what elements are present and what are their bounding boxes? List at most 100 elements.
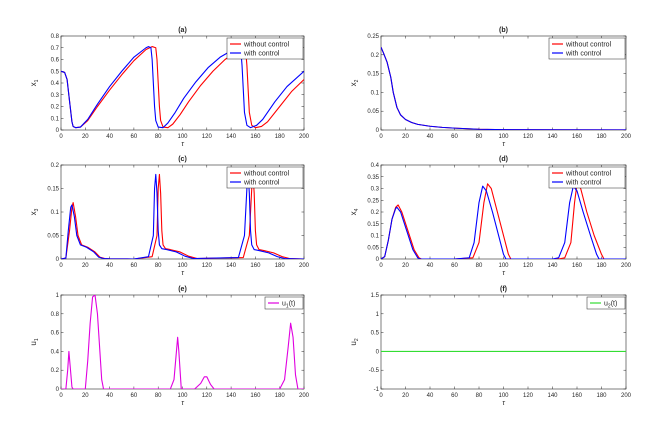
y-tick-label: 0.7 [51, 46, 60, 52]
panel-label: (d) [499, 156, 508, 163]
x-tick-label: 200 [299, 393, 310, 399]
series-line-with-control [61, 46, 304, 129]
x-tick-label: 100 [177, 263, 188, 269]
y-tick-label: 0.6 [51, 58, 60, 64]
legend-box [226, 37, 304, 60]
x-tick-label: 120 [523, 263, 534, 269]
series-group [61, 46, 304, 129]
x-tick-label: 40 [427, 263, 434, 269]
x-tick-label: 60 [451, 134, 458, 140]
y-tick-label: 0.1 [51, 210, 60, 216]
y-tick-label: 0.2 [51, 105, 60, 111]
x-tick-label: 160 [572, 393, 583, 399]
series-line-with-control [381, 47, 626, 130]
y-tick-label: 0.25 [367, 34, 379, 40]
x-tick-label: 200 [621, 263, 632, 269]
x-tick-label: 40 [106, 393, 113, 399]
y-tick-label: 0.2 [51, 368, 60, 374]
x-tick-label: 140 [226, 263, 237, 269]
legend-entry: without control [243, 170, 290, 177]
legend: u1(t) [264, 296, 304, 309]
x-tick-label: 180 [275, 263, 286, 269]
series-group [61, 173, 304, 259]
x-tick-label: 0 [379, 263, 383, 269]
x-tick-label: 40 [427, 134, 434, 140]
x-axis-label: τ [502, 270, 505, 277]
x-tick-label: 60 [131, 393, 138, 399]
y-tick-label: 1 [376, 312, 380, 318]
y-tick-label: 0.2 [371, 210, 380, 216]
legend-box [548, 37, 626, 60]
x-tick-label: 120 [523, 393, 534, 399]
series-group [61, 295, 304, 389]
x-tick-label: 0 [59, 263, 63, 269]
series-group [381, 47, 626, 130]
legend-entry: u1(t) [282, 300, 295, 309]
legend-entry: with control [243, 50, 280, 57]
y-tick-label: 0.05 [367, 245, 379, 251]
x-axis-label: τ [502, 141, 505, 148]
y-tick-label: 0 [56, 387, 60, 393]
chart-panel-1: 0 20 40 60 80 100 120 140 160 180 200 0 0.1 0.2 0.3 0.4… [29, 27, 310, 148]
y-tick-label: 1.5 [371, 293, 380, 299]
x-tick-label: 20 [82, 263, 89, 269]
legend-entry: with control [565, 179, 602, 186]
y-tick-label: 0 [376, 128, 380, 134]
legend-box [586, 296, 626, 310]
y-tick-label: 0.1 [371, 234, 380, 240]
x-tick-label: 60 [451, 263, 458, 269]
x-tick-label: 140 [547, 134, 558, 140]
x-tick-label: 200 [621, 393, 632, 399]
legend-entry: u2(t) [604, 300, 617, 309]
y-tick-label: 0.2 [51, 163, 60, 169]
y-tick-label: 0.8 [51, 312, 60, 318]
y-tick-label: 0.4 [371, 163, 380, 169]
y-tick-label: 0.35 [367, 175, 379, 181]
x-axis-label: τ [181, 270, 184, 277]
x-tick-label: 180 [596, 263, 607, 269]
legend: without control with control [226, 37, 304, 60]
x-tick-label: 120 [202, 263, 213, 269]
x-tick-label: 60 [451, 393, 458, 399]
x-tick-label: 0 [59, 393, 63, 399]
x-tick-label: 100 [498, 263, 509, 269]
y-tick-label: 0 [376, 349, 380, 355]
y-tick-label: 0 [376, 257, 380, 263]
x-tick-label: 40 [427, 393, 434, 399]
y-axis-label: u1 [29, 338, 40, 345]
chart-panel-6: 0 20 40 60 80 100 120 140 160 180 200 -1 -0.5 0 0.5 1 1.… [349, 286, 632, 407]
x-tick-label: 160 [572, 263, 583, 269]
x-tick-label: 80 [476, 134, 483, 140]
chart-panel-4: 0 20 40 60 80 100 120 140 160 180 200 0 0.05 0.1 0.15 0… [349, 156, 632, 277]
y-tick-label: 0.05 [367, 109, 379, 115]
y-tick-label: 0.5 [51, 69, 60, 75]
y-tick-label: 0.15 [367, 72, 379, 78]
x-tick-label: 140 [226, 393, 237, 399]
x-tick-label: 180 [596, 393, 607, 399]
x-tick-label: 20 [402, 393, 409, 399]
legend-entry: without control [565, 170, 612, 177]
x-tick-label: 40 [106, 134, 113, 140]
panel-label: (c) [178, 156, 187, 163]
y-tick-label: 0.2 [371, 53, 380, 59]
y-axis-label: x2 [349, 79, 360, 86]
y-axis-label: x1 [29, 79, 40, 86]
x-tick-label: 160 [572, 134, 583, 140]
legend-box [548, 166, 626, 189]
y-tick-label: 0.4 [51, 81, 60, 87]
x-axis-label: τ [502, 400, 505, 407]
y-axis-label: x3 [29, 208, 40, 215]
chart-panel-2: 0 20 40 60 80 100 120 140 160 180 200 0 0.05 0.1 0.15 0… [349, 27, 632, 148]
x-tick-label: 120 [202, 393, 213, 399]
x-tick-label: 0 [59, 134, 63, 140]
chart-panel-5: 0 20 40 60 80 100 120 140 160 180 200 0 0.2 0.4 0.6 0.8… [29, 286, 310, 407]
y-tick-label: -0.5 [369, 368, 380, 374]
x-tick-label: 140 [547, 393, 558, 399]
x-tick-label: 140 [226, 134, 237, 140]
x-tick-label: 100 [177, 393, 188, 399]
y-tick-label: 0.15 [367, 222, 379, 228]
series-line-without-control [61, 173, 304, 259]
x-tick-label: 60 [131, 134, 138, 140]
x-axis-label: τ [181, 141, 184, 148]
y-tick-label: 0.1 [51, 116, 60, 122]
